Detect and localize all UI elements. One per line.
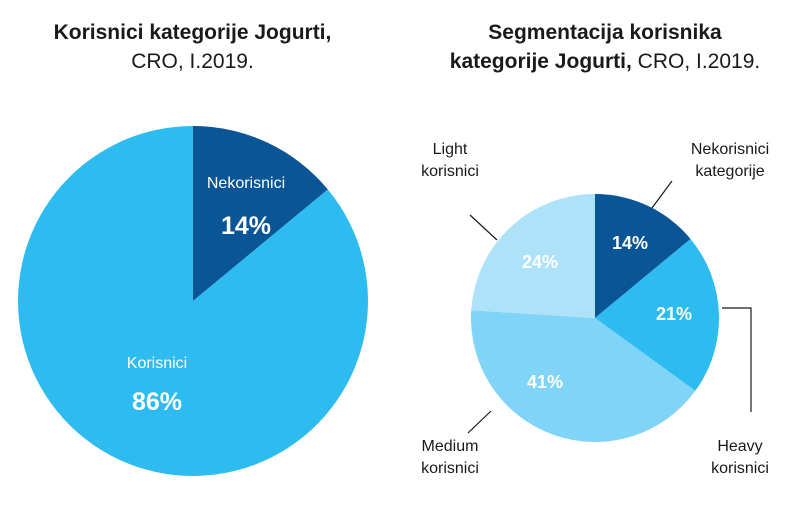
chart2-title-bold-2: kategorije Jogurti,	[449, 50, 632, 73]
slice-value-label-medium-korisnici: 41%	[527, 372, 563, 392]
slice-value-label-korisnici: 86%	[132, 388, 182, 416]
pie-chart-segmentation: 14% 21% 41% 24%	[471, 194, 719, 442]
pie-slice-heavy-korisnici	[595, 238, 719, 391]
chart1-title-bold: Korisnici kategorije Jogurti,	[53, 21, 332, 44]
callout-nekorisnici-line2: kategorije	[695, 163, 765, 180]
callout-nekorisnici: Nekorisnici kategorije	[665, 139, 795, 183]
slice-category-label-nekorisnici: Nekorisnici	[207, 175, 285, 192]
chart1-title-rest: CRO, I.2019.	[131, 50, 254, 73]
callout-light: Light korisnici	[395, 139, 505, 183]
pie-slice-nekorisnici-kategorije	[595, 194, 691, 318]
leader-line-nekorisnici	[651, 180, 673, 209]
callout-light-line2: korisnici	[421, 163, 479, 180]
chart1-title: Korisnici kategorije Jogurti, CRO, I.201…	[20, 18, 365, 76]
pie-chart-users: Nekorisnici 14% Korisnici 86%	[17, 126, 368, 476]
leader-line-heavy	[722, 307, 752, 412]
callout-medium: Medium korisnici	[400, 436, 500, 480]
pie-slice-medium-korisnici	[471, 310, 696, 442]
chart2-title: Segmentacija korisnika kategorije Jogurt…	[420, 18, 790, 76]
callout-heavy-line1: Heavy	[717, 438, 763, 455]
slice-value-label-light-korisnici: 24%	[522, 252, 558, 272]
leader-line-light	[469, 214, 498, 241]
chart2-title-rest: CRO, I.2019.	[637, 50, 761, 73]
callout-heavy-line2: korisnici	[711, 460, 769, 477]
slice-category-label-korisnici: Korisnici	[127, 355, 187, 372]
callout-light-line1: Light	[432, 141, 468, 158]
callout-medium-line1: Medium	[421, 438, 479, 455]
pie-slice-light-korisnici	[471, 194, 595, 318]
leader-line-medium	[467, 410, 492, 434]
slice-value-label-nekorisnici: 14%	[221, 212, 271, 240]
chart2-title-bold-1: Segmentacija korisnika	[488, 21, 722, 44]
callout-medium-line2: korisnici	[421, 460, 479, 477]
callout-heavy: Heavy korisnici	[690, 436, 790, 480]
callout-nekorisnici-line1: Nekorisnici	[690, 141, 770, 158]
pie-slice-nekorisnici	[193, 126, 328, 301]
slice-value-label-heavy-korisnici: 21%	[656, 304, 692, 324]
slice-value-label-nekorisnici-kategorije: 14%	[612, 233, 648, 253]
pie-slice-korisnici	[17, 126, 368, 476]
callout-leader-lines	[467, 180, 752, 434]
